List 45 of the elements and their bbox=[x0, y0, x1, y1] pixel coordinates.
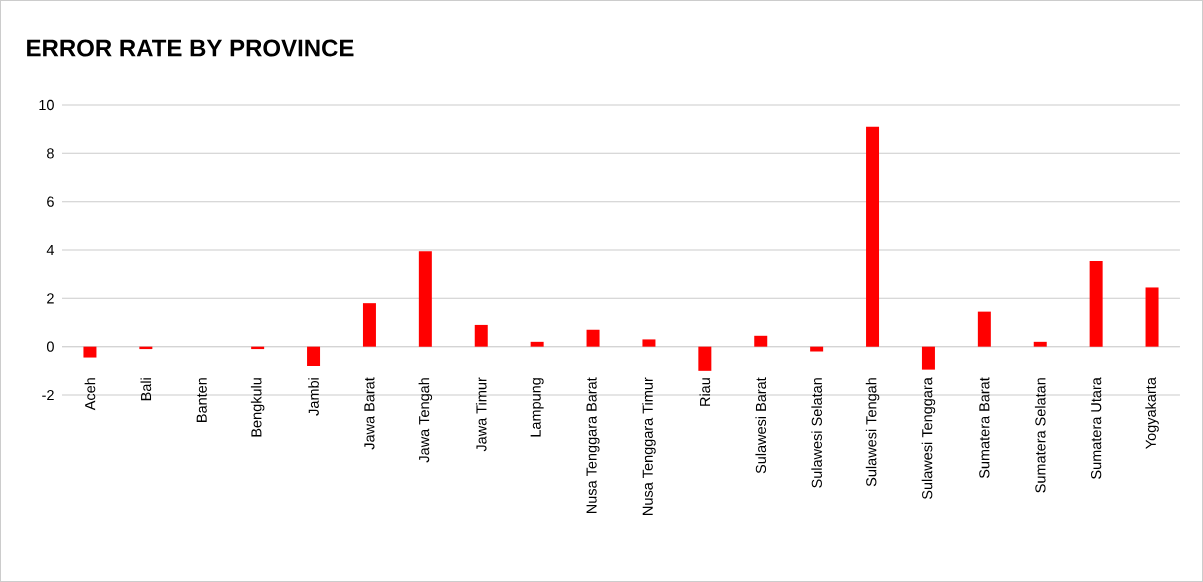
x-tick-label: Yogyakarta bbox=[1145, 377, 1159, 449]
x-tick-label: Sulawesi Selatan bbox=[811, 378, 822, 488]
bar bbox=[921, 346, 935, 370]
bar bbox=[586, 329, 600, 347]
x-tick-label: Banten bbox=[196, 378, 207, 422]
y-tick-label: 2 bbox=[47, 293, 54, 304]
bar bbox=[977, 311, 991, 347]
bar bbox=[530, 341, 544, 347]
x-tick-label: Sumatera Selatan bbox=[1034, 378, 1046, 493]
bar bbox=[754, 335, 768, 347]
x-tick-label: Nusa Tenggara Timur bbox=[642, 377, 656, 515]
x-tick-label: Lampung bbox=[530, 378, 544, 437]
bar bbox=[810, 346, 824, 352]
x-tick-label: Aceh bbox=[84, 378, 96, 411]
y-tick-label: 6 bbox=[47, 196, 54, 207]
chart-title: ERROR RATE BY PROVINCE bbox=[27, 39, 354, 57]
x-tick-label: Jambi bbox=[308, 378, 319, 416]
x-tick-label: Bali bbox=[140, 378, 152, 401]
y-tick-label: -2 bbox=[42, 389, 54, 401]
bar bbox=[362, 303, 376, 347]
x-tick-label: Jawa Barat bbox=[364, 377, 375, 450]
x-tick-label: Jawa Timur bbox=[475, 377, 487, 452]
x-tick-label: Nusa Tenggara Barat bbox=[586, 377, 600, 514]
x-tick-label: Sulawesi Barat bbox=[755, 377, 767, 474]
x-tick-label: Sumatera Barat bbox=[979, 377, 990, 479]
x-tick-label: Jawa Tengah bbox=[418, 378, 433, 463]
y-tick-label: 0 bbox=[46, 341, 54, 352]
bar bbox=[474, 324, 488, 347]
y-tick-label: 8 bbox=[47, 148, 54, 159]
bar bbox=[83, 346, 97, 358]
x-tick-label: Sulawesi Tengah bbox=[865, 378, 880, 487]
bar bbox=[866, 126, 880, 347]
x-tick-label: Sulawesi Tenggara bbox=[921, 377, 936, 500]
bar bbox=[307, 346, 321, 366]
bar bbox=[1145, 287, 1159, 347]
x-tick-label: Sumatera Utara bbox=[1091, 377, 1102, 479]
x-tick-label: Riau bbox=[699, 378, 711, 406]
y-tick-label: 10 bbox=[39, 99, 54, 111]
bar bbox=[1089, 260, 1103, 347]
y-tick-label: 4 bbox=[46, 245, 55, 255]
bar bbox=[642, 339, 656, 347]
bar bbox=[1033, 341, 1047, 347]
bar bbox=[418, 251, 432, 347]
bar bbox=[698, 346, 712, 371]
x-tick-label: Bengkulu bbox=[250, 378, 265, 437]
